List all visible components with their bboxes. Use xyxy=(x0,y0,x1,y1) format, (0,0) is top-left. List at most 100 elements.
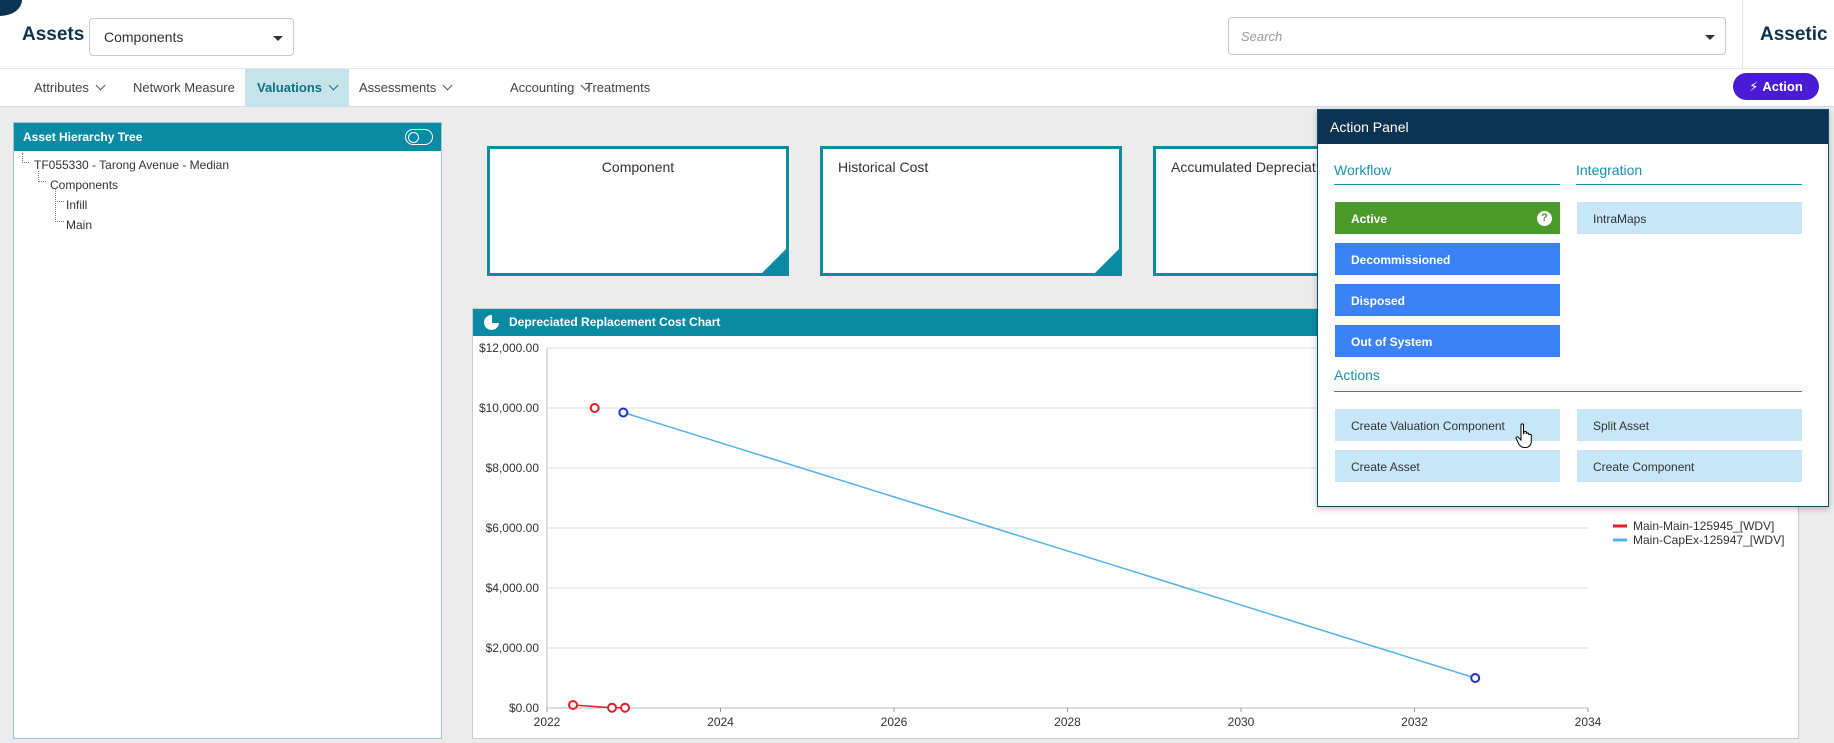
data-point xyxy=(607,702,618,713)
workflow-disposed-button[interactable]: Disposed xyxy=(1334,283,1561,317)
workflow-decommissioned-button[interactable]: Decommissioned xyxy=(1334,242,1561,276)
top-bar: Assets Components Search Assetic xyxy=(0,0,1834,68)
hand-cursor-icon xyxy=(1515,423,1532,448)
y-tick-label: $6,000.00 xyxy=(486,521,540,535)
tab-label: Treatments xyxy=(585,80,651,95)
card-title: Component xyxy=(601,159,675,175)
tree-toggle[interactable] xyxy=(405,129,433,145)
actions-heading: Actions xyxy=(1334,367,1380,383)
workflow-heading: Workflow xyxy=(1334,162,1392,178)
tab-treatments[interactable]: Treatments xyxy=(573,69,662,107)
tab-label: Valuations xyxy=(257,80,323,95)
x-tick-label: 2024 xyxy=(707,715,734,729)
nav-bar: Attributes Network Measure Valuations As… xyxy=(0,68,1834,107)
x-tick-label: 2032 xyxy=(1401,715,1428,729)
tab-label: Accounting xyxy=(510,80,575,95)
workflow-active-button[interactable]: Active ? xyxy=(1334,201,1561,235)
category-select[interactable]: Components xyxy=(89,18,294,56)
create-asset-button[interactable]: Create Asset xyxy=(1334,449,1561,483)
y-tick-label: $10,000.00 xyxy=(479,401,539,415)
module-title: Assets xyxy=(22,24,85,45)
integration-intramaps-button[interactable]: IntraMaps xyxy=(1576,201,1803,235)
workflow-button-label: Active xyxy=(1351,212,1388,226)
x-tick-label: 2022 xyxy=(534,715,561,729)
actions-divider xyxy=(1334,391,1802,392)
workflow-out-of-system-button[interactable]: Out of System xyxy=(1334,324,1561,358)
tree-connector xyxy=(38,171,46,182)
legend-label: Main-Main-125945_[WDV] xyxy=(1633,519,1774,533)
tree-node-components[interactable]: Components xyxy=(50,178,119,192)
action-panel-title: Action Panel xyxy=(1318,110,1828,144)
x-tick-label: 2028 xyxy=(1054,715,1081,729)
data-point xyxy=(568,700,579,710)
legend-label: Main-CapEx-125947_[WDV] xyxy=(1633,533,1784,547)
chevron-down-icon xyxy=(328,80,339,91)
series-line xyxy=(572,704,626,709)
data-point xyxy=(1470,673,1481,683)
help-icon[interactable]: ? xyxy=(1537,211,1552,226)
action-button-label: Create Component xyxy=(1593,460,1695,474)
integration-divider xyxy=(1576,184,1802,185)
series-line xyxy=(623,411,1476,679)
action-button-label: Action xyxy=(1762,79,1803,94)
y-tick-label: $4,000.00 xyxy=(486,581,540,595)
tab-label: Assessments xyxy=(359,80,437,95)
action-button-label: Create Asset xyxy=(1351,460,1420,474)
brand-logo: Assetic xyxy=(1760,24,1828,45)
tab-network-measure[interactable]: Network Measure xyxy=(121,69,247,107)
asset-hierarchy-tree: Asset Hierarchy Tree TF055330 - Tarong A… xyxy=(13,122,442,739)
tab-valuations[interactable]: Valuations xyxy=(245,69,350,107)
tree-node-main[interactable]: Main xyxy=(66,218,93,232)
tree-node-root[interactable]: TF055330 - Tarong Avenue - Median xyxy=(34,158,230,172)
action-button-label: Split Asset xyxy=(1593,419,1650,433)
workflow-button-label: Decommissioned xyxy=(1351,253,1451,267)
create-component-button[interactable]: Create Component xyxy=(1576,449,1803,483)
data-point xyxy=(620,702,631,713)
tab-label: Attributes xyxy=(34,80,89,95)
tab-attributes[interactable]: Attributes xyxy=(22,69,116,107)
category-select-value: Components xyxy=(104,29,184,45)
workflow-button-label: Out of System xyxy=(1351,335,1433,349)
tab-assessments[interactable]: Assessments xyxy=(347,69,463,107)
pie-chart-icon xyxy=(484,315,499,330)
brand-divider xyxy=(1742,0,1743,68)
split-asset-button[interactable]: Split Asset xyxy=(1576,408,1803,442)
card-corner-marker xyxy=(762,249,786,273)
toggle-knob xyxy=(408,131,419,143)
chevron-down-icon xyxy=(273,36,283,41)
search-input[interactable]: Search xyxy=(1228,17,1726,55)
card-title: Historical Cost xyxy=(838,159,929,175)
card-component[interactable]: Component xyxy=(487,146,789,276)
tree-connector xyxy=(55,188,64,202)
data-point xyxy=(618,407,629,418)
action-panel: Action Panel Workflow Integration Active… xyxy=(1317,109,1829,507)
workflow-button-label: Disposed xyxy=(1351,294,1406,308)
action-button-label: Create Valuation Component xyxy=(1351,419,1505,433)
y-tick-label: $0.00 xyxy=(509,701,539,715)
x-tick-label: 2034 xyxy=(1575,715,1602,729)
tree-connector xyxy=(55,188,64,222)
drc-chart: $0.00 $2,000.00 $4,000.00 $6,000.00 $8,000.0… xyxy=(479,341,1784,729)
chevron-down-icon xyxy=(442,80,453,91)
tree-connector xyxy=(22,153,29,163)
corner-accent xyxy=(0,0,22,16)
tab-accounting[interactable]: Accounting xyxy=(498,69,601,107)
tab-label: Network Measure xyxy=(133,80,235,95)
card-title: Accumulated Depreciat xyxy=(1171,159,1316,175)
chart-title: Depreciated Replacement Cost Chart xyxy=(509,315,721,329)
x-tick-label: 2026 xyxy=(881,715,908,729)
action-button[interactable]: ⚡︎ Action xyxy=(1733,73,1819,100)
workflow-divider xyxy=(1334,184,1560,185)
card-accumulated-depreciation[interactable]: Accumulated Depreciat xyxy=(1153,146,1323,276)
y-tick-label: $8,000.00 xyxy=(486,461,540,475)
card-historical-cost[interactable]: Historical Cost xyxy=(820,146,1122,276)
y-tick-label: $12,000.00 xyxy=(479,341,539,355)
search-placeholder: Search xyxy=(1241,29,1283,44)
x-tick-label: 2030 xyxy=(1228,715,1255,729)
tree-node-infill[interactable]: Infill xyxy=(66,198,88,212)
chevron-down-icon xyxy=(1705,35,1715,40)
integration-button-label: IntraMaps xyxy=(1593,212,1647,226)
data-point xyxy=(589,403,600,413)
card-corner-marker xyxy=(1095,249,1119,273)
tree-header: Asset Hierarchy Tree xyxy=(14,123,441,151)
